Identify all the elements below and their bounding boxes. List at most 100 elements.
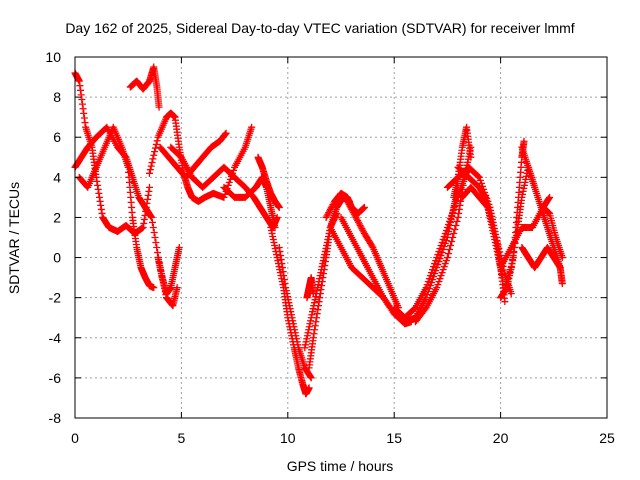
y-tick-label: 4 <box>53 169 61 185</box>
data-point <box>150 284 158 292</box>
data-point <box>438 269 446 277</box>
data-point <box>150 228 158 236</box>
data-point <box>425 285 433 293</box>
data-point <box>424 288 432 296</box>
data-point <box>492 234 500 241</box>
data-point <box>151 234 159 241</box>
data-point <box>426 272 434 280</box>
series-track-32 <box>539 203 566 262</box>
series-track-12 <box>275 244 315 382</box>
series-track-14 <box>301 209 341 352</box>
data-point <box>145 169 153 177</box>
data-point <box>496 248 504 256</box>
data-point <box>558 254 566 262</box>
series-track-23 <box>450 123 475 201</box>
y-tick-label: -6 <box>49 370 62 386</box>
data-point <box>430 273 438 281</box>
data-point <box>429 276 437 284</box>
data-point <box>440 232 448 240</box>
data-point <box>431 270 439 278</box>
y-tick-label: 2 <box>53 209 61 225</box>
series-track-5 <box>126 63 163 111</box>
data-point <box>148 158 156 166</box>
data-point <box>476 176 484 184</box>
data-point <box>426 282 434 290</box>
data-point <box>441 240 449 248</box>
data-point <box>147 162 155 170</box>
data-point <box>444 250 452 258</box>
data-point <box>222 129 230 137</box>
data-point <box>309 290 317 298</box>
data-point <box>433 284 441 292</box>
data-point <box>145 183 153 191</box>
data-point <box>148 213 156 221</box>
data-point <box>430 263 438 271</box>
data-point <box>453 217 461 225</box>
data-point <box>474 172 482 180</box>
y-tick-label: -8 <box>49 410 62 426</box>
data-point <box>507 290 515 298</box>
data-point <box>434 261 442 269</box>
series-track-7 <box>154 244 183 298</box>
data-point <box>432 267 440 275</box>
y-axis-label: SDTVAR / TECUs <box>6 182 22 294</box>
data-point <box>427 269 435 277</box>
data-point <box>486 209 494 217</box>
data-point <box>146 166 154 174</box>
series-track-10 <box>254 153 283 211</box>
data-point <box>440 263 448 271</box>
data-point <box>153 137 161 145</box>
axis-ticks: 0 5 10 15 20 25 -8 -6 -4 -2 0 2 4 6 8 10 <box>45 49 615 446</box>
data-point <box>434 251 442 259</box>
data-point <box>483 194 491 202</box>
data-point <box>152 140 160 148</box>
data-point <box>437 272 445 280</box>
x-axis-label: GPS time / hours <box>287 458 394 474</box>
series-track-30 <box>518 244 566 288</box>
data-point <box>483 202 491 210</box>
data-point <box>173 284 181 292</box>
data-point <box>450 229 458 237</box>
data-point <box>432 257 440 265</box>
data-point <box>440 243 448 251</box>
data-point <box>155 103 163 111</box>
data-point <box>153 244 161 252</box>
data-point <box>448 238 456 246</box>
data-points <box>71 63 566 398</box>
x-tick-label: 15 <box>386 430 402 446</box>
data-point <box>546 193 554 201</box>
data-point <box>427 279 435 287</box>
x-tick-label: 0 <box>71 430 79 446</box>
data-point <box>423 291 431 299</box>
data-point <box>425 275 433 283</box>
data-point <box>479 182 487 190</box>
x-tick-label: 25 <box>599 430 615 446</box>
data-point <box>482 191 490 199</box>
data-point <box>230 166 238 174</box>
y-tick-label: 0 <box>53 250 61 266</box>
data-point <box>467 153 475 161</box>
y-tick-label: 6 <box>53 129 61 145</box>
data-point <box>423 281 431 289</box>
x-tick-label: 10 <box>280 430 296 446</box>
data-point <box>488 218 496 226</box>
data-point <box>360 203 368 211</box>
data-point <box>477 179 485 187</box>
y-tick-label: 10 <box>45 49 61 65</box>
data-point <box>484 203 492 211</box>
data-point <box>225 178 233 186</box>
data-point <box>149 223 157 231</box>
data-point <box>443 254 451 262</box>
data-point <box>151 148 159 156</box>
data-point <box>490 224 498 232</box>
data-point <box>333 209 341 217</box>
series-track-15 <box>303 274 317 302</box>
data-point <box>307 374 315 382</box>
y-tick-label: 8 <box>53 89 61 105</box>
chart-title: Day 162 of 2025, Sidereal Day-to-day VTE… <box>65 20 574 36</box>
data-point <box>224 181 232 189</box>
data-point <box>436 275 444 283</box>
series-track-2 <box>145 109 256 205</box>
data-point <box>433 254 441 262</box>
data-point <box>442 257 450 265</box>
